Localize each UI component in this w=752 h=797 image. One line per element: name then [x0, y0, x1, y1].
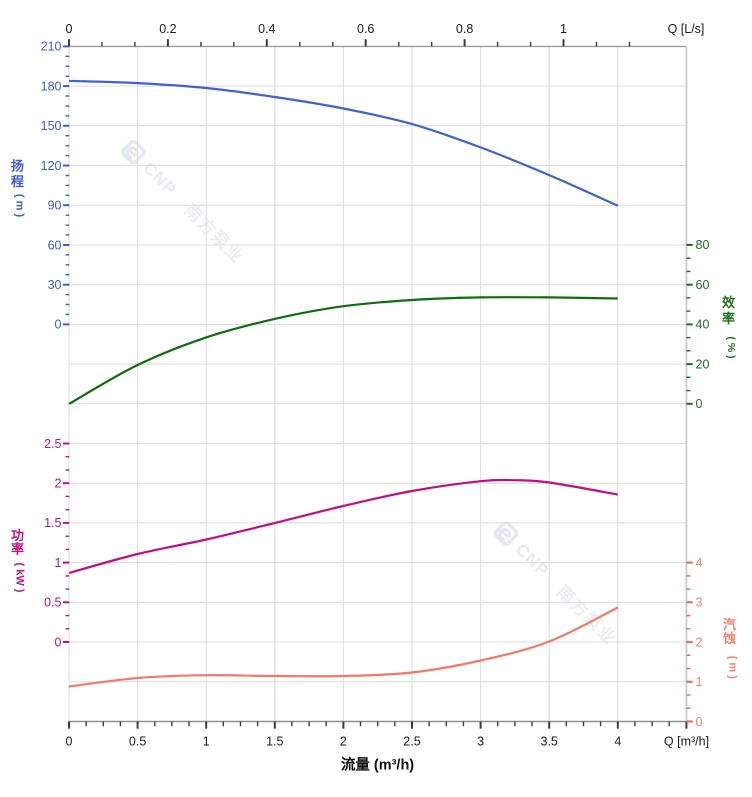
svg-text:4: 4	[614, 734, 621, 748]
svg-text:120: 120	[41, 159, 62, 173]
svg-text:( kW ): ( kW )	[14, 563, 26, 593]
svg-text:1.5: 1.5	[44, 516, 61, 530]
svg-text:0.4: 0.4	[258, 22, 275, 36]
svg-text:扬: 扬	[11, 159, 24, 174]
svg-text:4: 4	[696, 556, 703, 570]
svg-text:效: 效	[722, 295, 736, 310]
svg-text:2.5: 2.5	[403, 734, 420, 748]
svg-text:40: 40	[696, 318, 710, 332]
svg-text:80: 80	[696, 238, 710, 252]
svg-text:180: 180	[41, 79, 62, 93]
svg-text:汽: 汽	[723, 617, 736, 632]
svg-text:1: 1	[203, 734, 210, 748]
svg-text:0.2: 0.2	[159, 22, 176, 36]
svg-text:150: 150	[41, 119, 62, 133]
svg-text:0: 0	[55, 635, 62, 649]
svg-text:3: 3	[477, 734, 484, 748]
svg-text:0.5: 0.5	[129, 734, 146, 748]
svg-text:90: 90	[48, 199, 62, 213]
svg-text:2: 2	[55, 477, 62, 491]
svg-text:0.6: 0.6	[357, 22, 374, 36]
svg-text:蚀: 蚀	[722, 631, 736, 646]
svg-text:1: 1	[696, 675, 703, 689]
svg-text:流量 (m³/h): 流量 (m³/h)	[341, 756, 414, 774]
svg-text:Q [m³/h]: Q [m³/h]	[664, 734, 709, 748]
svg-text:0: 0	[66, 734, 73, 748]
svg-text:( m ): ( m )	[727, 656, 739, 680]
svg-text:功: 功	[11, 528, 24, 543]
svg-text:Q [L/s]: Q [L/s]	[668, 22, 705, 36]
svg-text:30: 30	[48, 278, 62, 292]
svg-text:0.8: 0.8	[456, 22, 473, 36]
svg-text:率: 率	[722, 311, 735, 326]
svg-text:0: 0	[55, 318, 62, 332]
svg-text:1.5: 1.5	[266, 734, 283, 748]
svg-text:( m ): ( m )	[14, 194, 26, 218]
svg-text:1: 1	[560, 22, 567, 36]
svg-text:1: 1	[55, 556, 62, 570]
svg-text:3.5: 3.5	[541, 734, 558, 748]
svg-text:2: 2	[696, 635, 703, 649]
svg-text:0: 0	[696, 715, 703, 729]
svg-text:率: 率	[11, 541, 24, 556]
svg-text:2: 2	[340, 734, 347, 748]
svg-text:( % ): ( % )	[725, 336, 737, 358]
svg-text:60: 60	[696, 278, 710, 292]
svg-text:0: 0	[696, 397, 703, 411]
svg-text:3: 3	[696, 596, 703, 610]
svg-text:2.5: 2.5	[44, 437, 61, 451]
svg-text:程: 程	[11, 174, 24, 189]
svg-text:60: 60	[48, 238, 62, 252]
svg-text:0.5: 0.5	[44, 596, 61, 610]
svg-text:0: 0	[66, 22, 73, 36]
svg-text:20: 20	[696, 357, 710, 371]
svg-text:210: 210	[41, 40, 62, 54]
